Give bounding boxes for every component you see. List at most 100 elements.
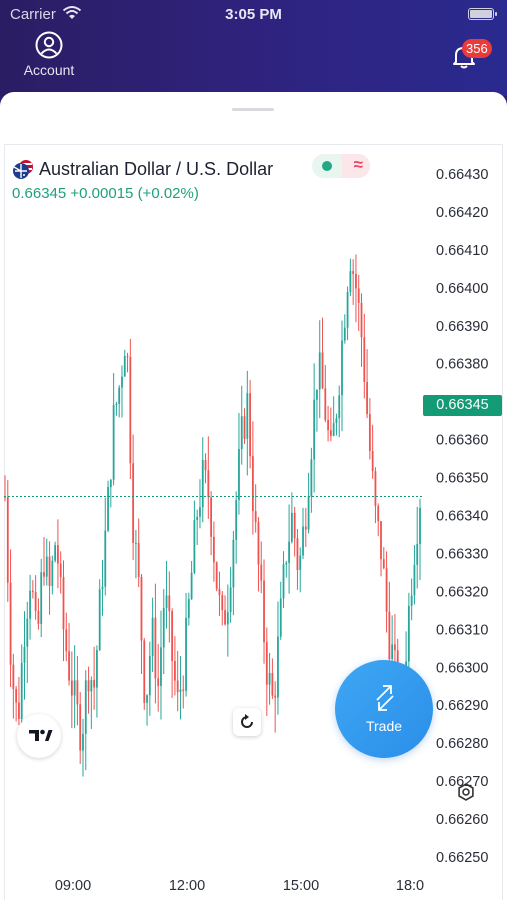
x-tick-label: 09:00 [55,878,91,894]
candle-body [371,450,374,472]
candle-body [335,418,338,424]
candle-body [179,689,182,693]
candle-body [343,327,346,341]
y-tick-label: 0.66320 [436,584,488,600]
candle-body [73,680,76,696]
carrier-label: Carrier [10,6,56,23]
candle-body [146,695,148,703]
market-status-pill[interactable]: ≈ [312,154,370,178]
candle-body [260,564,263,581]
y-tick-label: 0.66390 [436,319,488,335]
candle-body [374,471,377,506]
candle-body [235,500,238,540]
candle-body [43,572,45,577]
candle-body [76,680,79,705]
candle-body [391,644,394,659]
battery-icon [468,8,497,20]
candle-body [173,660,176,681]
candle-body [31,590,34,593]
candle-body [224,610,226,625]
candle-body [199,507,201,517]
candle-body [151,617,154,657]
price-change: +0.00015 [70,185,134,202]
price-quote: 0.66345 +0.00015 (+0.02%) [12,185,199,202]
candle-body [349,271,352,293]
candle-body [23,646,26,663]
candle-body [135,542,137,544]
candle-body [380,521,382,560]
candle-body [368,414,371,451]
candle-body [210,497,213,537]
candle-body [132,463,135,543]
trade-button[interactable]: Trade [335,660,433,758]
candle-body [123,356,126,377]
candle-body [129,357,132,464]
y-tick-label: 0.66340 [436,509,488,525]
candle-body [363,337,366,382]
candle-body [249,393,252,457]
y-tick-label: 0.66260 [436,812,488,828]
candle-body [165,595,168,608]
candle-body [112,405,115,480]
candle-body [20,662,23,720]
candle-body [221,595,224,611]
tradingview-logo[interactable] [17,714,61,758]
candle-body [9,582,12,665]
sheet-drag-handle[interactable] [232,108,274,111]
chart-settings-gear-icon[interactable] [456,782,476,802]
candle-body [410,595,413,606]
candle-body [51,560,54,586]
candle-body [40,572,43,624]
candle-body [168,595,171,612]
candle-body [59,563,62,578]
refresh-icon [241,714,253,728]
candle-body [45,556,48,577]
candle-body [285,562,288,565]
candle-body [318,352,321,390]
candle-body [68,651,70,681]
candle-body [57,545,59,564]
candle-body [279,598,282,637]
y-tick-label: 0.66430 [436,167,488,183]
candle-body [109,479,112,488]
candle-body [329,430,332,436]
candle-body [148,656,151,696]
candle-body [162,607,165,648]
candle-body [416,543,419,565]
candle-body [271,673,274,696]
y-tick-label: 0.66400 [436,281,488,297]
candle-body [357,288,360,303]
y-tick-label: 0.66380 [436,357,488,373]
candle-body [263,580,265,643]
candle-body [126,356,129,358]
y-tick-label: 0.66410 [436,243,488,259]
candle-body [54,545,57,561]
notification-badge: 356 [462,39,492,58]
symbol-name: Australian Dollar / U.S. Dollar [39,158,274,179]
candle-body [190,572,193,600]
candle-body [327,419,329,431]
candle-body [296,538,299,571]
candle-body [238,448,240,501]
approx-wave-icon: ≈ [353,155,363,174]
candle-body [302,526,304,556]
candle-body [154,617,157,679]
candle-body [212,536,215,563]
reset-chart-button[interactable] [233,708,261,736]
candle-body [338,395,341,419]
candle-body [93,679,96,688]
chart-frame [4,144,503,900]
candle-body [352,271,355,274]
symbol-header[interactable]: Australian Dollar / U.S. Dollar [12,156,273,182]
candle-body [385,568,388,612]
y-tick-label: 0.66270 [436,774,488,790]
price-change-percent: (+0.02%) [137,185,199,202]
wifi-icon [62,6,82,19]
candle-body [196,516,199,521]
candle-body [115,403,118,406]
candle-body [394,644,396,651]
candle-body [207,470,210,498]
candle-body [366,381,368,415]
account-button[interactable]: Account [20,31,78,78]
